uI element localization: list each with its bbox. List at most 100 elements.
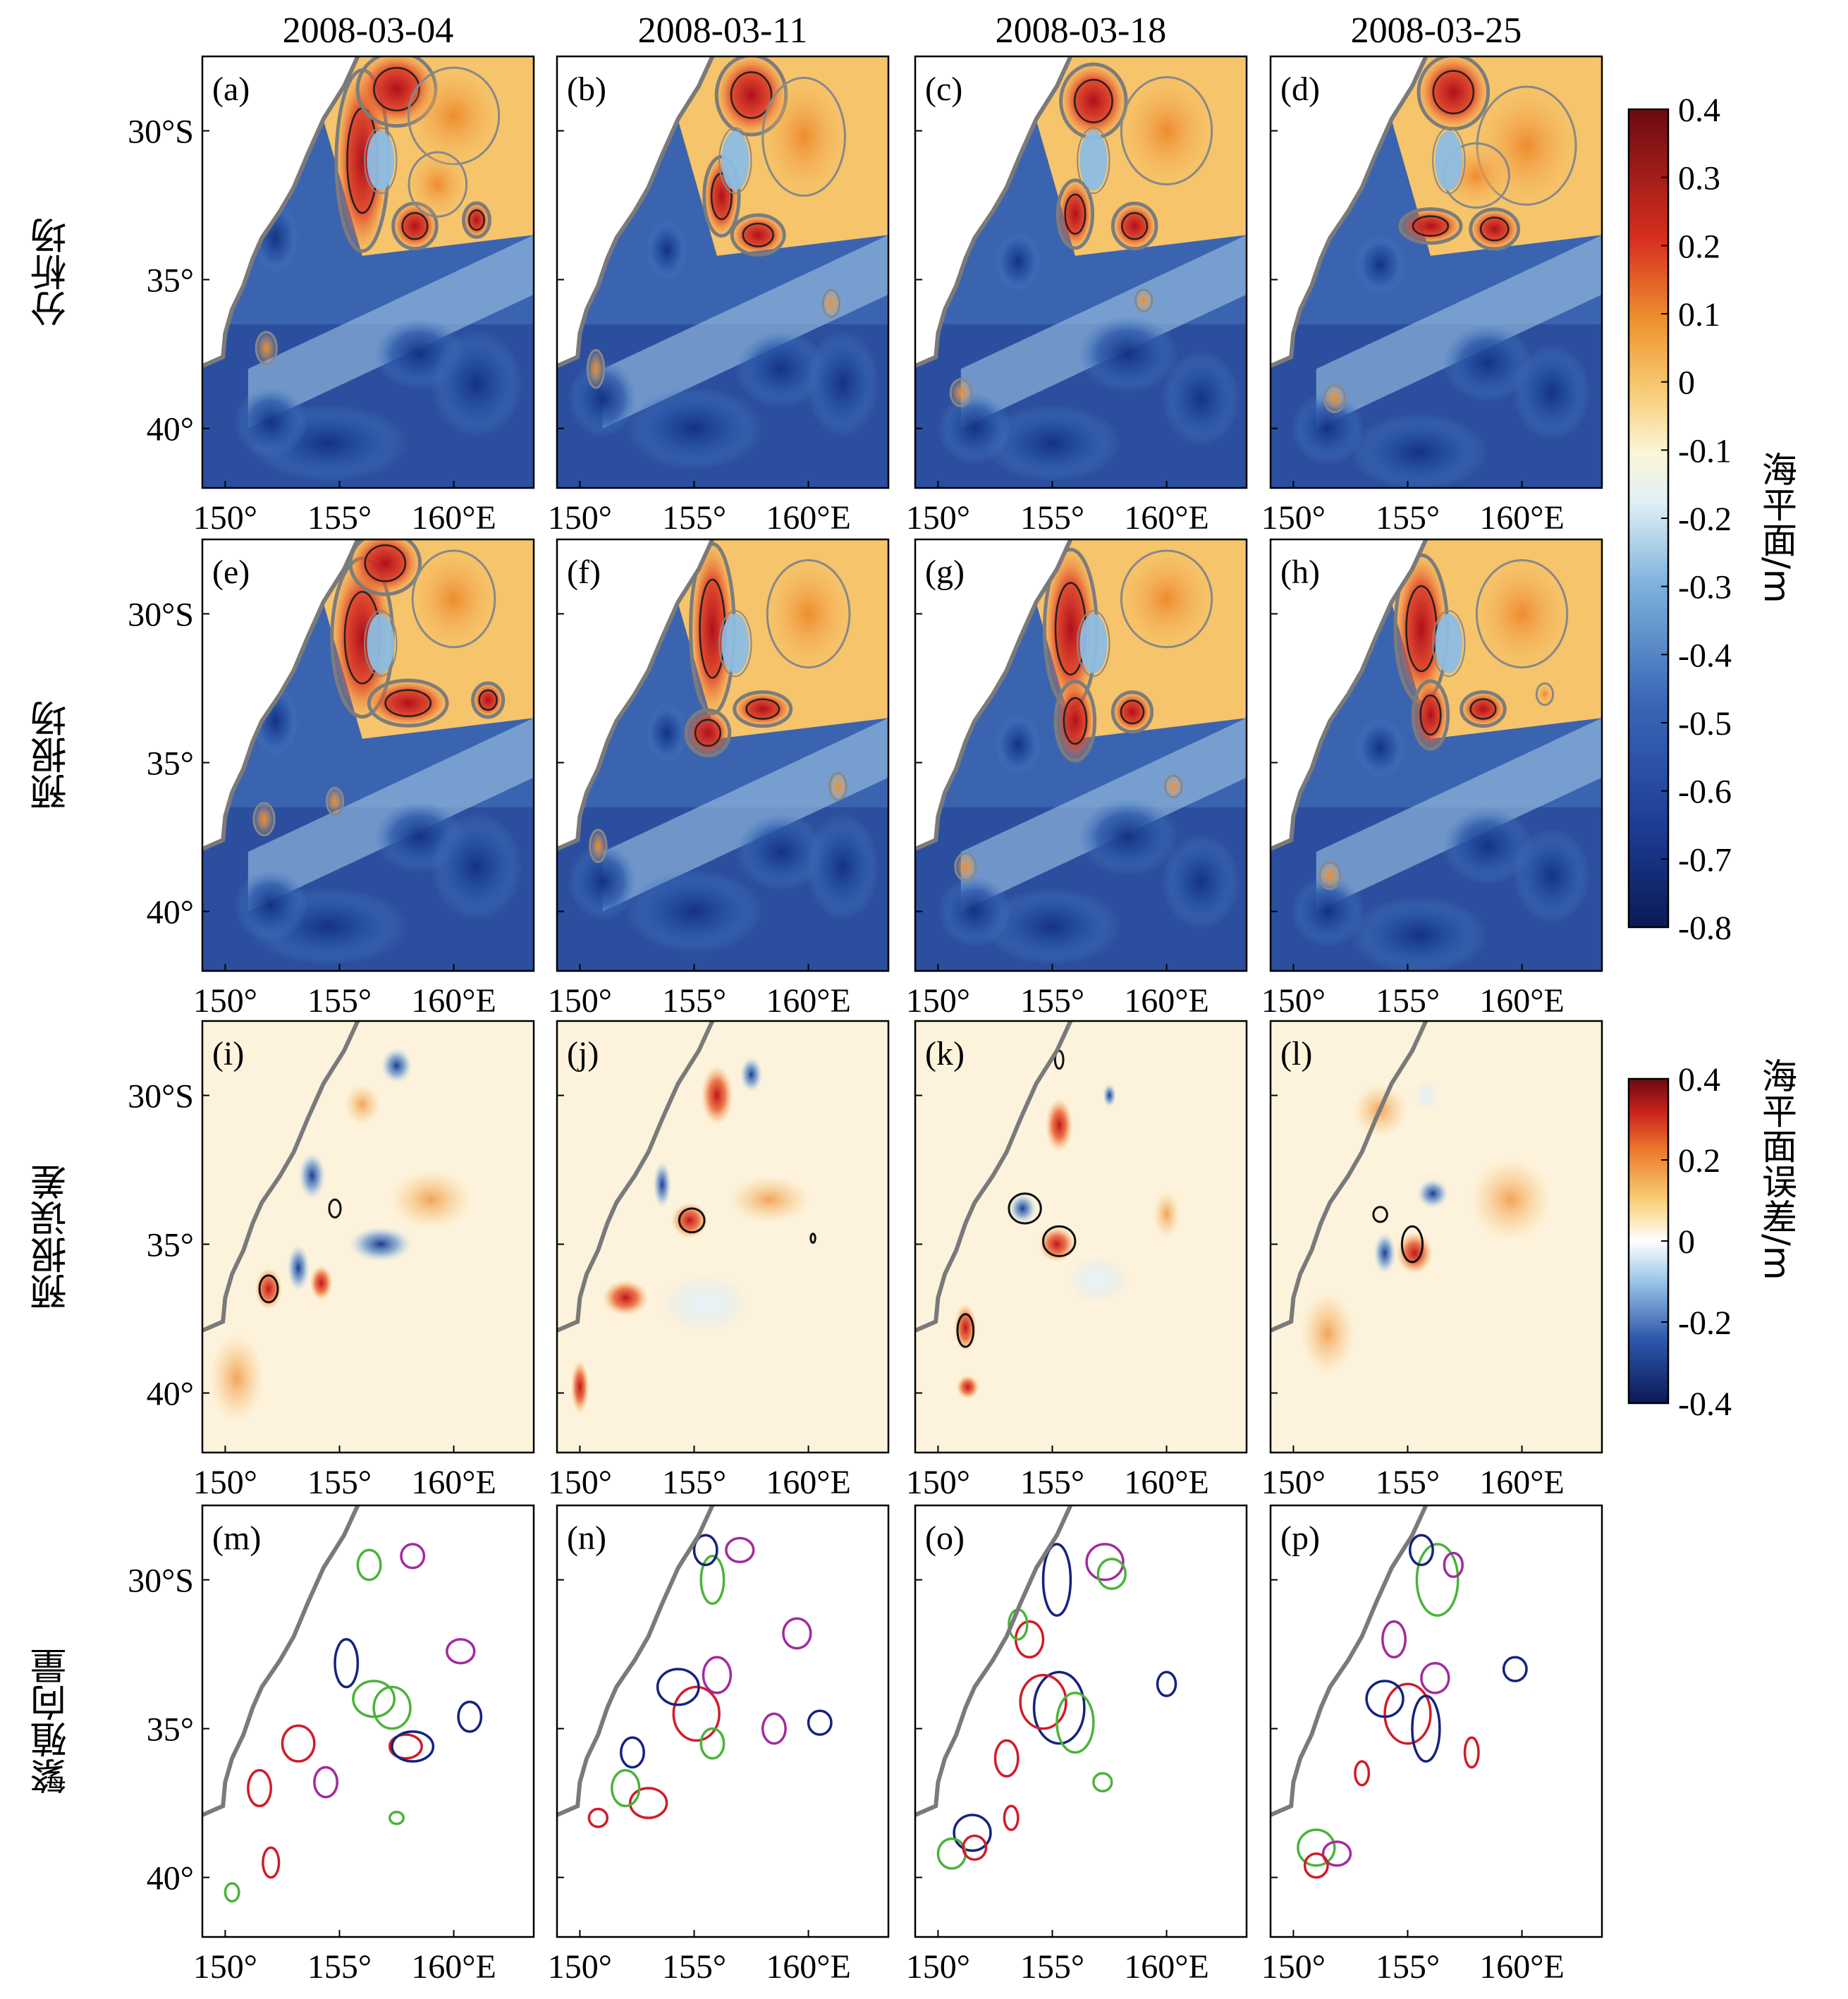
contour-line [620,1736,645,1769]
contour-line [1120,76,1213,185]
panel-frame [1269,538,1603,972]
panel-frame [201,55,535,489]
x-tick-label: 155° [662,499,726,537]
contour-line [391,1730,435,1763]
contour-line [400,1543,426,1570]
coastline [1271,539,1428,851]
colorbar-ssh-tick-label: -0.7 [1678,841,1732,879]
y-tick-label: 40° [147,894,194,931]
panel-label: (o) [925,1520,965,1557]
text-layer: (a) 150° 155° 160°E (b) 150° 155° 160°E (c) 150° 1… [128,71,1565,1986]
contour-line [742,222,774,247]
field-blob [1435,613,1463,673]
contour-line [1303,1852,1329,1879]
contour-line [1460,690,1507,728]
colorbar-err: 0.4 0.2 0 -0.2 -0.4 [1627,1061,1732,1423]
field-blob [587,348,606,390]
field-blob [721,130,749,190]
y-tick-label: 35° [147,1227,194,1264]
field-blob [1512,828,1591,924]
field-blob [1396,1232,1433,1274]
y-tick-label: 35° [147,262,194,300]
bv-background [202,1505,534,1937]
field-blob [298,1151,326,1200]
field-blob [1065,1256,1130,1304]
field-blob [938,875,1012,948]
contour-line [328,1198,342,1219]
colorbar-ssh-tick-label: -0.6 [1678,774,1732,811]
contour-line [281,1724,316,1763]
contour-line [1432,610,1466,678]
panel-field [1271,539,1602,971]
panel-h [1269,538,1603,972]
x-tick-label: 150° [193,1464,257,1501]
panel-frame [914,55,1248,489]
coastline [557,539,715,851]
colorbar-err-tick-label: 0.4 [1678,1061,1720,1099]
x-tick-label: 150° [548,982,612,1020]
contour-line [782,1617,812,1650]
field-blob [431,813,522,921]
field-blob [1416,1178,1449,1209]
field-blob [343,1083,381,1125]
contour-line [1411,679,1450,751]
x-tick-label: 160°E [411,499,496,537]
contour-line [718,127,752,195]
column-date-2: 2008-03-11 [637,11,808,51]
panel-frame [1269,55,1603,489]
field-blob [568,360,637,438]
panel-field [1271,56,1602,488]
field-blob [995,232,1041,292]
field-blob [1111,202,1158,250]
panel-field [915,1505,1247,1937]
coastline [202,1505,360,1817]
panel-field [1271,1021,1602,1453]
field-blob [472,682,504,719]
x-tick-label: 160°E [411,982,496,1020]
y-tick-label: 30°S [128,1078,194,1115]
colorbar-err-tick-label: 0 [1678,1223,1695,1261]
panel-label: (j) [567,1035,599,1072]
row-label-4: 繁殖向量 [31,1648,73,1795]
panel-field [1271,1505,1602,1937]
field-blob [659,1273,752,1334]
x-tick-label: 155° [1020,1948,1084,1986]
contour-line [954,852,977,881]
field-blob [209,1333,264,1423]
panel-label: (b) [567,71,606,108]
contour-line [1055,1692,1095,1754]
contour-line [628,1787,668,1819]
panel-frame [914,538,1248,972]
contour-line [702,154,741,238]
field-blob [685,709,731,757]
field-blob [1291,875,1364,948]
contour-line [1443,1551,1464,1579]
x-tick-label: 150° [548,1948,612,1986]
contour-line [1415,1543,1460,1617]
panel-field [915,1021,1247,1453]
colorbar-err-tick-label: -0.4 [1678,1386,1732,1423]
coastline [557,1505,715,1817]
coastline [1271,1021,1428,1333]
colorbar-ssh-tick-label: -0.5 [1678,705,1732,742]
contour-line [672,1685,721,1742]
field-blob [1300,1292,1355,1376]
contour-line [1469,207,1521,251]
colorbar-ssh-tick-label: -0.8 [1678,910,1732,947]
panel-g [914,538,1248,972]
field-blob [1323,384,1346,414]
field-blob [1162,833,1240,929]
field-blob [348,539,422,597]
x-tick-label: 150° [906,982,970,1020]
contour-line [1365,1680,1405,1718]
panel-label: (e) [212,554,250,591]
light-band [1316,235,1602,429]
field-blob [1291,392,1364,465]
x-tick-label: 160°E [1479,1948,1565,1986]
x-tick-label: 155° [307,1948,372,1986]
field-blob [735,813,827,891]
contour-line [656,1668,700,1706]
panel-frame [556,538,890,972]
field-blob [570,1360,589,1414]
coastline [1271,56,1428,368]
